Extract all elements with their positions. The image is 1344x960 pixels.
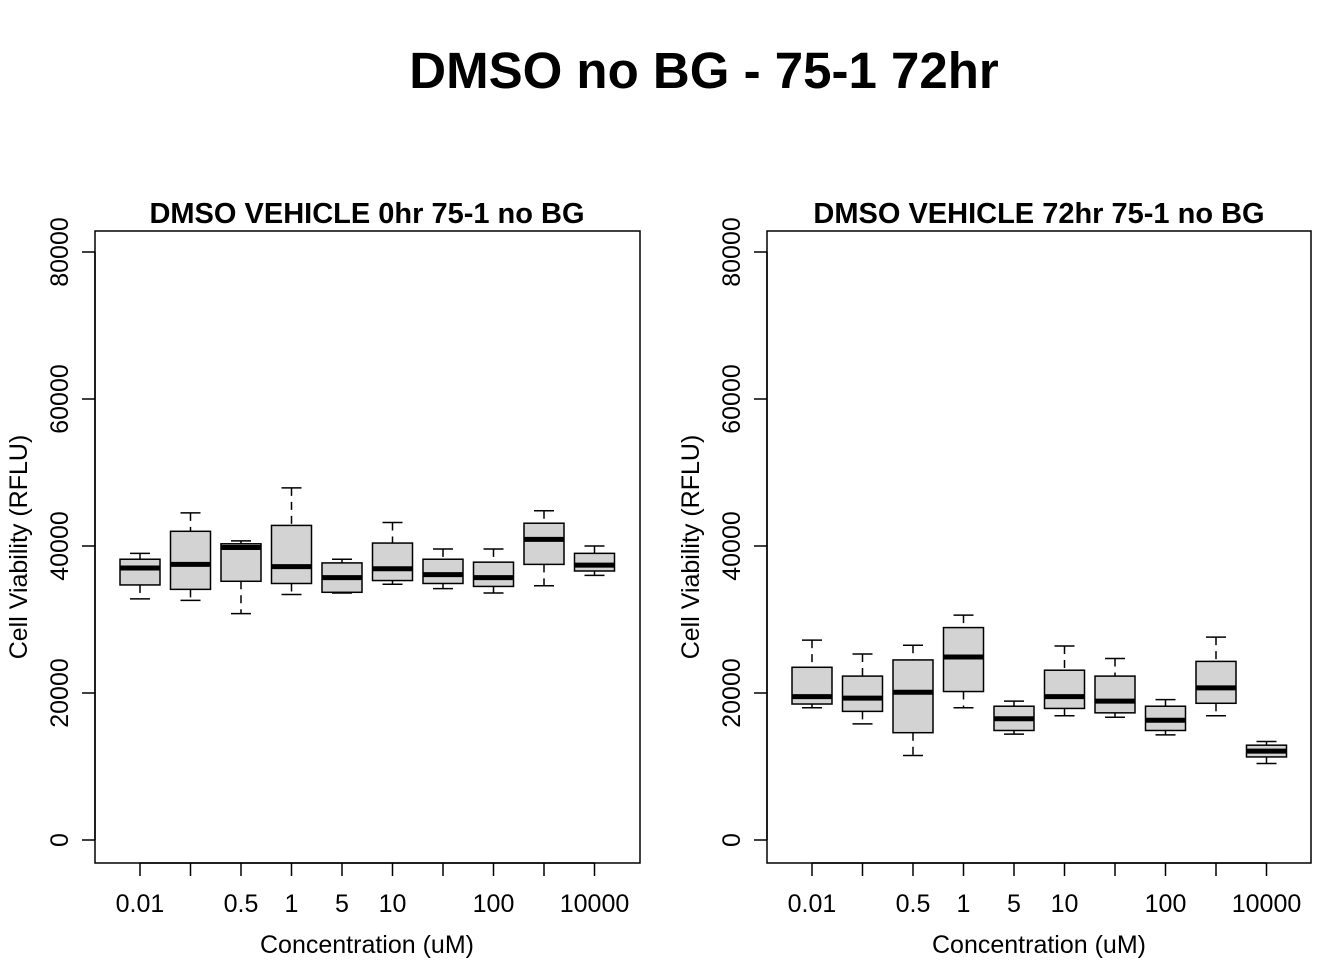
- right-box-4: [942, 614, 985, 709]
- left-x-tick-label: 0.5: [224, 890, 259, 918]
- left-y-tick-label: 80000: [46, 217, 74, 287]
- right-box-8: [1144, 698, 1187, 736]
- left-y-axis-label: Cell Viability (RFLU): [5, 435, 33, 660]
- left-box-6: [371, 521, 414, 585]
- right-box-3: [892, 644, 934, 757]
- right-y-tick-label: 40000: [718, 511, 746, 581]
- box-iqr: [942, 626, 985, 693]
- box-iqr: [422, 558, 464, 585]
- box-iqr: [1043, 669, 1086, 710]
- right-box-7: [1094, 657, 1136, 719]
- left-x-axis-label: Concentration (uM): [260, 931, 474, 959]
- right-boxplot-panel: DMSO VEHICLE 72hr 75-1 no BG Concentrati…: [677, 198, 1312, 959]
- left-box-8: [472, 548, 515, 594]
- box-iqr: [841, 675, 884, 713]
- right-y-axis-label: Cell Viability (RFLU): [677, 435, 705, 660]
- right-box-2: [841, 653, 884, 725]
- box-iqr: [892, 659, 934, 734]
- left-y-tick-label: 60000: [46, 364, 74, 434]
- left-panel-title: DMSO VEHICLE 0hr 75-1 no BG: [149, 198, 584, 230]
- box-iqr: [270, 524, 313, 585]
- figure-title: DMSO no BG - 75-1 72hr: [409, 42, 999, 99]
- right-x-tick-label: 10: [1051, 890, 1079, 918]
- box-iqr: [1195, 660, 1237, 705]
- left-box-10: [573, 545, 616, 577]
- right-box-5: [993, 700, 1035, 735]
- left-x-tick-label: 0.01: [116, 890, 165, 918]
- right-x-tick-label: 0.5: [896, 890, 931, 918]
- right-x-tick-label: 100: [1145, 890, 1187, 918]
- right-y-tick-label: 0: [718, 833, 746, 847]
- right-panel-title: DMSO VEHICLE 72hr 75-1 no BG: [813, 198, 1264, 230]
- right-box-1: [791, 639, 833, 709]
- left-box-2: [169, 512, 212, 602]
- box-iqr: [220, 543, 262, 583]
- left-y-tick-label: 20000: [46, 658, 74, 728]
- left-box-4: [270, 487, 313, 596]
- left-box-7: [422, 548, 464, 590]
- right-x-tick-label: 5: [1007, 890, 1021, 918]
- left-box-5: [321, 558, 363, 594]
- left-x-tick-label: 5: [335, 890, 349, 918]
- box-iqr: [523, 522, 565, 566]
- left-box-3: [220, 540, 262, 615]
- right-plot-frame: [766, 230, 1312, 864]
- right-y-tick-label: 20000: [718, 658, 746, 728]
- right-box-9: [1195, 636, 1237, 717]
- right-box-6: [1043, 645, 1086, 717]
- left-boxplot-panel: DMSO VEHICLE 0hr 75-1 no BG Concentratio…: [5, 198, 641, 959]
- right-x-tick-label: 1: [957, 890, 971, 918]
- left-x-tick-label: 1: [285, 890, 299, 918]
- box-iqr: [119, 558, 161, 586]
- right-y-tick-label: 80000: [718, 217, 746, 287]
- right-box-10: [1245, 740, 1288, 765]
- box-iqr: [573, 552, 616, 572]
- box-iqr: [371, 542, 414, 582]
- right-x-tick-label: 10000: [1232, 890, 1302, 918]
- left-box-1: [119, 552, 161, 600]
- left-box-9: [523, 509, 565, 587]
- right-x-axis-label: Concentration (uM): [932, 931, 1146, 959]
- left-x-tick-label: 100: [473, 890, 515, 918]
- box-iqr: [1094, 675, 1136, 714]
- left-x-tick-label: 10000: [560, 890, 630, 918]
- box-iqr: [472, 561, 515, 588]
- right-y-tick-label: 60000: [718, 364, 746, 434]
- box-iqr: [169, 530, 212, 591]
- left-y-tick-label: 40000: [46, 511, 74, 581]
- left-x-tick-label: 10: [379, 890, 407, 918]
- right-x-tick-label: 0.01: [788, 890, 837, 918]
- left-y-tick-label: 0: [46, 833, 74, 847]
